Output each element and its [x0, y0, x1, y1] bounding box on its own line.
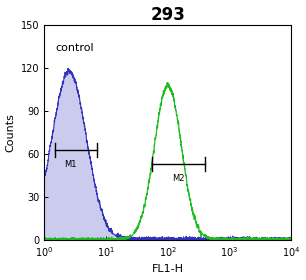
- Title: 293: 293: [151, 6, 185, 24]
- Text: M2: M2: [172, 174, 185, 183]
- Y-axis label: Counts: Counts: [6, 113, 16, 152]
- X-axis label: FL1-H: FL1-H: [152, 264, 184, 274]
- Text: M1: M1: [64, 160, 76, 169]
- Text: control: control: [56, 43, 94, 53]
